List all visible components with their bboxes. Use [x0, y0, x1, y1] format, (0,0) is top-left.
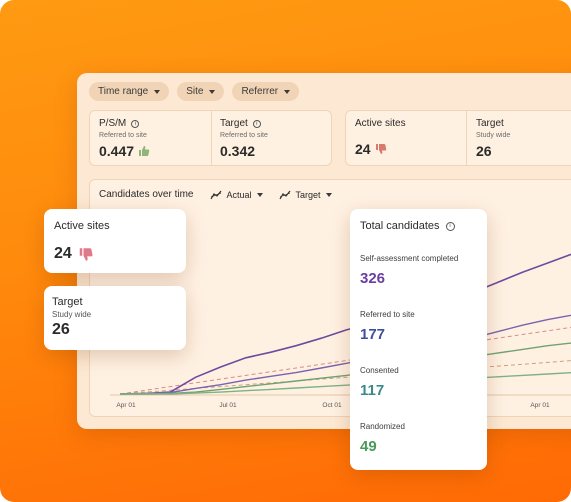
- metric-self-assessment: Self-assessment completed 326: [360, 254, 458, 287]
- info-icon[interactable]: i: [131, 119, 140, 128]
- stat-value: 26: [476, 143, 492, 159]
- stat-subtitle: Study wide: [476, 132, 511, 139]
- stat-title: Target: [220, 118, 248, 129]
- stat-card-sites: Active sites 24 Target Study wide 26: [345, 110, 571, 166]
- metric-value: 117: [360, 382, 385, 399]
- stat-subtitle: Referred to site: [220, 132, 268, 139]
- stat-target-sites: Target Study wide 26: [476, 118, 510, 159]
- metric-value: 49: [360, 438, 377, 455]
- filter-referrer[interactable]: Referrer: [232, 82, 300, 101]
- toggle-label: Actual: [226, 189, 252, 200]
- target-card: Target Study wide 26: [44, 286, 186, 350]
- x-tick-label: Apr 01: [530, 402, 550, 409]
- filter-time-range[interactable]: Time range: [89, 82, 170, 101]
- series-line-self-assessment-completed: [119, 253, 571, 395]
- stat-title: Target: [476, 118, 504, 129]
- total-candidates-card: Total candidates i Self-assessment compl…: [350, 209, 487, 470]
- x-tick-label: Apr 01: [116, 402, 136, 409]
- x-tick-label: Oct 01: [322, 402, 342, 409]
- stat-value: 0.447: [99, 143, 135, 159]
- card-value: 26: [52, 321, 70, 338]
- metric-label: Self-assessment completed: [360, 254, 459, 263]
- filter-label: Site: [186, 86, 204, 97]
- chevron-down-icon: [209, 89, 216, 94]
- metric-randomized: Randomized 49: [360, 422, 405, 455]
- metric-label: Referred to site: [360, 310, 415, 319]
- metric-label: Consented: [360, 366, 399, 375]
- filter-label: Time range: [98, 86, 149, 97]
- trend-icon: [279, 190, 290, 199]
- thumbs-down-icon: [79, 247, 93, 261]
- toggle-actual[interactable]: Actual: [209, 189, 263, 200]
- stat-title: Active sites: [355, 118, 406, 129]
- x-tick-label: Jul 01: [219, 402, 237, 409]
- card-title: Active sites: [54, 220, 110, 232]
- card-value: 24: [54, 245, 72, 262]
- chevron-down-icon: [325, 192, 332, 197]
- active-sites-card: Active sites 24: [44, 209, 186, 273]
- thumbs-up-icon: [139, 146, 150, 156]
- metric-value: 326: [360, 270, 386, 287]
- toggle-label: Target: [295, 189, 321, 200]
- divider: [466, 111, 467, 165]
- chart-title: Candidates over time: [99, 189, 194, 200]
- dashboard-panel: Time range Site Referrer P/S/M i Referred…: [77, 73, 571, 429]
- chevron-down-icon: [284, 89, 291, 94]
- metric-value: 177: [360, 326, 386, 343]
- stat-subtitle: Referred to site: [99, 132, 147, 139]
- toggle-target[interactable]: Target: [279, 190, 332, 200]
- info-icon[interactable]: i: [252, 119, 261, 128]
- thumbs-down-icon: [375, 144, 386, 154]
- divider: [211, 111, 212, 165]
- trend-icon: [209, 190, 221, 199]
- card-title: Target: [52, 296, 83, 308]
- stat-psm: P/S/M i Referred to site 0.447: [99, 118, 150, 159]
- stat-card-ratio: P/S/M i Referred to site 0.447 Target i Re…: [89, 110, 332, 166]
- target-line-0: [119, 326, 571, 395]
- filter-bar: Time range Site Referrer: [89, 82, 300, 101]
- chevron-down-icon: [154, 89, 161, 94]
- filter-site[interactable]: Site: [177, 82, 225, 101]
- card-title: Total candidates: [360, 220, 440, 232]
- stat-target-ratio: Target i Referred to site 0.342: [220, 118, 268, 159]
- chevron-down-icon: [256, 192, 263, 197]
- metric-referred: Referred to site 177: [360, 310, 415, 343]
- stat-title: P/S/M: [99, 118, 127, 129]
- metric-label: Randomized: [360, 422, 405, 431]
- info-icon[interactable]: i: [445, 221, 455, 231]
- filter-label: Referrer: [241, 86, 279, 97]
- metric-consented: Consented 117: [360, 366, 399, 399]
- stat-active-sites: Active sites 24: [355, 118, 406, 157]
- stat-value: 24: [355, 141, 371, 157]
- chart-header: Candidates over time Actual Target: [99, 189, 332, 200]
- card-subtitle: Study wide: [52, 310, 92, 319]
- stat-value: 0.342: [220, 143, 256, 159]
